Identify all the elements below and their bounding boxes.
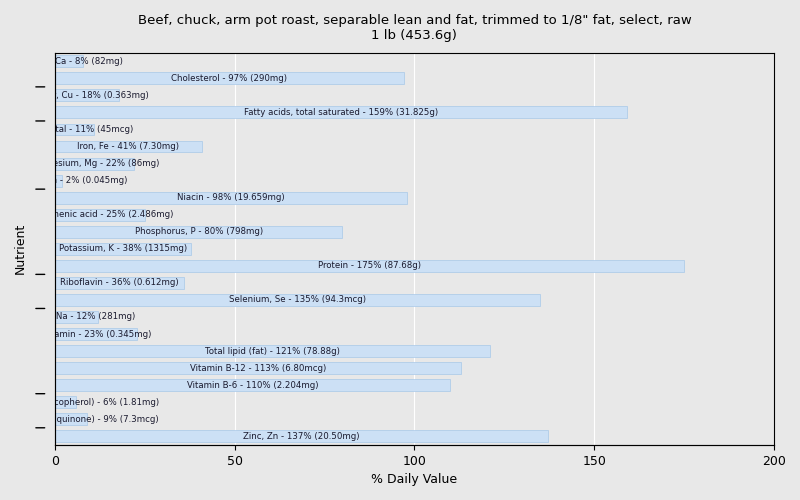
Bar — [54, 72, 404, 85]
Bar — [54, 208, 145, 220]
Text: Niacin - 98% (19.659mg): Niacin - 98% (19.659mg) — [177, 193, 285, 202]
Bar — [54, 311, 98, 323]
Bar — [54, 140, 202, 152]
Title: Beef, chuck, arm pot roast, separable lean and fat, trimmed to 1/8" fat, select,: Beef, chuck, arm pot roast, separable le… — [138, 14, 691, 42]
Y-axis label: Nutrient: Nutrient — [14, 223, 27, 274]
Text: Zinc, Zn - 137% (20.50mg): Zinc, Zn - 137% (20.50mg) — [243, 432, 359, 441]
X-axis label: % Daily Value: % Daily Value — [371, 473, 458, 486]
Bar — [54, 379, 450, 391]
Bar — [54, 396, 76, 408]
Text: Potassium, K - 38% (1315mg): Potassium, K - 38% (1315mg) — [59, 244, 187, 254]
Bar — [54, 192, 407, 203]
Text: Copper, Cu - 18% (0.363mg): Copper, Cu - 18% (0.363mg) — [25, 91, 149, 100]
Bar — [54, 294, 540, 306]
Bar — [54, 430, 547, 442]
Text: Vitamin E (alpha-tocopherol) - 6% (1.81mg): Vitamin E (alpha-tocopherol) - 6% (1.81m… — [0, 398, 159, 406]
Text: Phosphorus, P - 80% (798mg): Phosphorus, P - 80% (798mg) — [134, 228, 262, 236]
Bar — [54, 90, 119, 102]
Bar — [54, 414, 87, 425]
Bar — [54, 56, 83, 68]
Bar — [54, 158, 134, 170]
Text: Calcium, Ca - 8% (82mg): Calcium, Ca - 8% (82mg) — [15, 57, 123, 66]
Bar — [54, 362, 461, 374]
Bar — [54, 226, 342, 237]
Text: Protein - 175% (87.68g): Protein - 175% (87.68g) — [318, 262, 421, 270]
Text: Magnesium, Mg - 22% (86mg): Magnesium, Mg - 22% (86mg) — [29, 159, 159, 168]
Bar — [54, 174, 62, 186]
Bar — [54, 345, 490, 357]
Text: Pantothenic acid - 25% (2.486mg): Pantothenic acid - 25% (2.486mg) — [26, 210, 174, 219]
Text: Vitamin B-12 - 113% (6.80mcg): Vitamin B-12 - 113% (6.80mcg) — [190, 364, 326, 372]
Bar — [54, 243, 191, 255]
Text: Vitamin K (phylloquinone) - 9% (7.3mcg): Vitamin K (phylloquinone) - 9% (7.3mcg) — [0, 415, 158, 424]
Text: Iron, Fe - 41% (7.30mg): Iron, Fe - 41% (7.30mg) — [78, 142, 179, 151]
Text: Folate, total - 11% (45mcg): Folate, total - 11% (45mcg) — [15, 125, 134, 134]
Text: Selenium, Se - 135% (94.3mcg): Selenium, Se - 135% (94.3mcg) — [229, 296, 366, 304]
Bar — [54, 260, 684, 272]
Text: Total lipid (fat) - 121% (78.88g): Total lipid (fat) - 121% (78.88g) — [205, 346, 340, 356]
Text: Manganese, Mn - 2% (0.045mg): Manganese, Mn - 2% (0.045mg) — [0, 176, 127, 185]
Text: Vitamin B-6 - 110% (2.204mg): Vitamin B-6 - 110% (2.204mg) — [186, 380, 318, 390]
Text: Sodium, Na - 12% (281mg): Sodium, Na - 12% (281mg) — [18, 312, 135, 322]
Text: Thiamin - 23% (0.345mg): Thiamin - 23% (0.345mg) — [41, 330, 151, 338]
Bar — [54, 124, 94, 136]
Bar — [54, 328, 138, 340]
Text: Cholesterol - 97% (290mg): Cholesterol - 97% (290mg) — [171, 74, 287, 83]
Bar — [54, 106, 626, 118]
Bar — [54, 277, 184, 289]
Text: Fatty acids, total saturated - 159% (31.825g): Fatty acids, total saturated - 159% (31.… — [244, 108, 438, 117]
Text: Riboflavin - 36% (0.612mg): Riboflavin - 36% (0.612mg) — [60, 278, 178, 287]
